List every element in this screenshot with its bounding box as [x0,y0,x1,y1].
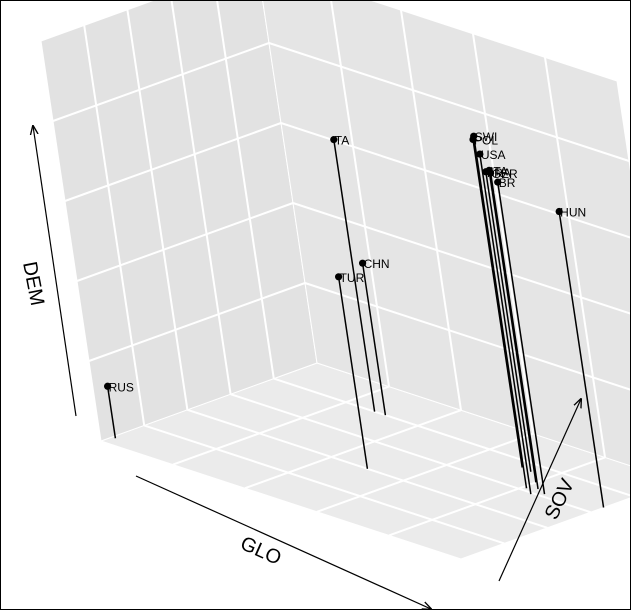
point-br [494,178,502,186]
left-wall-gridline [88,282,306,362]
chart-panels [40,1,630,560]
point-ta [330,136,338,144]
x-axis-title: GLO [237,532,285,569]
drop-line-usa [479,153,532,495]
point-label-ita: ITA [490,164,508,178]
floor-gridline [143,424,505,545]
floor-gridline [316,432,534,513]
back-wall-gridline [304,282,630,391]
drop-line-ger [489,172,539,490]
back-wall-gridline [292,202,630,315]
z-axis-arrow [498,399,581,582]
x-axis-arrow [135,475,431,609]
point-rus [104,382,112,390]
left-wall-gridline [216,1,275,379]
floor-gridline [273,377,630,497]
back-wall-gridline [544,57,606,458]
floor-gridline [388,456,606,537]
back-wall-gridline [472,33,534,434]
left-wall-gridline [170,1,232,395]
left-wall-gridline [52,42,270,122]
point-label-pol: POL [474,133,498,147]
left-wall-gridline [76,202,294,282]
y-axis-arrow [33,126,77,417]
point-label-swi: SWI [475,130,498,144]
gridlines [52,1,630,545]
drop-line-ta [333,139,376,412]
back-wall-gridline [330,1,390,387]
left-wall-gridline [126,9,189,410]
left-wall-gridline [64,122,282,202]
drop-line-br [496,182,546,495]
back-wall-gridline [280,122,630,239]
drop-line-fra [485,171,532,472]
back-wall-panel [262,1,630,467]
drop-lines [106,136,605,508]
drop-line-swi [472,136,528,489]
back-wall-gridline [268,42,630,162]
point-label-ta: TA [335,134,349,148]
point-chn [359,259,367,267]
y-axis-title: DEM [18,260,48,308]
drop-line-pol [472,139,523,468]
point-label-rus: RUS [109,380,134,394]
point-label-br: BR [499,176,516,190]
drop-line-tur [337,276,369,469]
drop-line-chn [361,263,387,416]
left-wall-gridline [83,25,146,426]
back-wall-gridline [400,10,462,411]
point-tur [335,273,343,281]
drop-line-ita [488,170,537,483]
point-label-hun: HUN [560,206,586,220]
point-label-fra: FRA [487,166,511,180]
point-label-chn: CHN [364,257,390,271]
drop-line-hun [558,211,605,508]
point-label-tur: TUR [340,271,365,285]
drop-line-rus [106,386,117,439]
point-fra [482,168,490,176]
point-usa [476,150,484,158]
point-pol [469,135,477,144]
floor-gridline [244,409,462,490]
point-label-usa: USA [481,148,506,162]
floor-gridline [187,408,548,529]
point-hun [555,207,563,216]
point-label-ger: GER [492,167,518,181]
floor-gridline [172,385,390,466]
left-wall-panel [40,1,318,442]
